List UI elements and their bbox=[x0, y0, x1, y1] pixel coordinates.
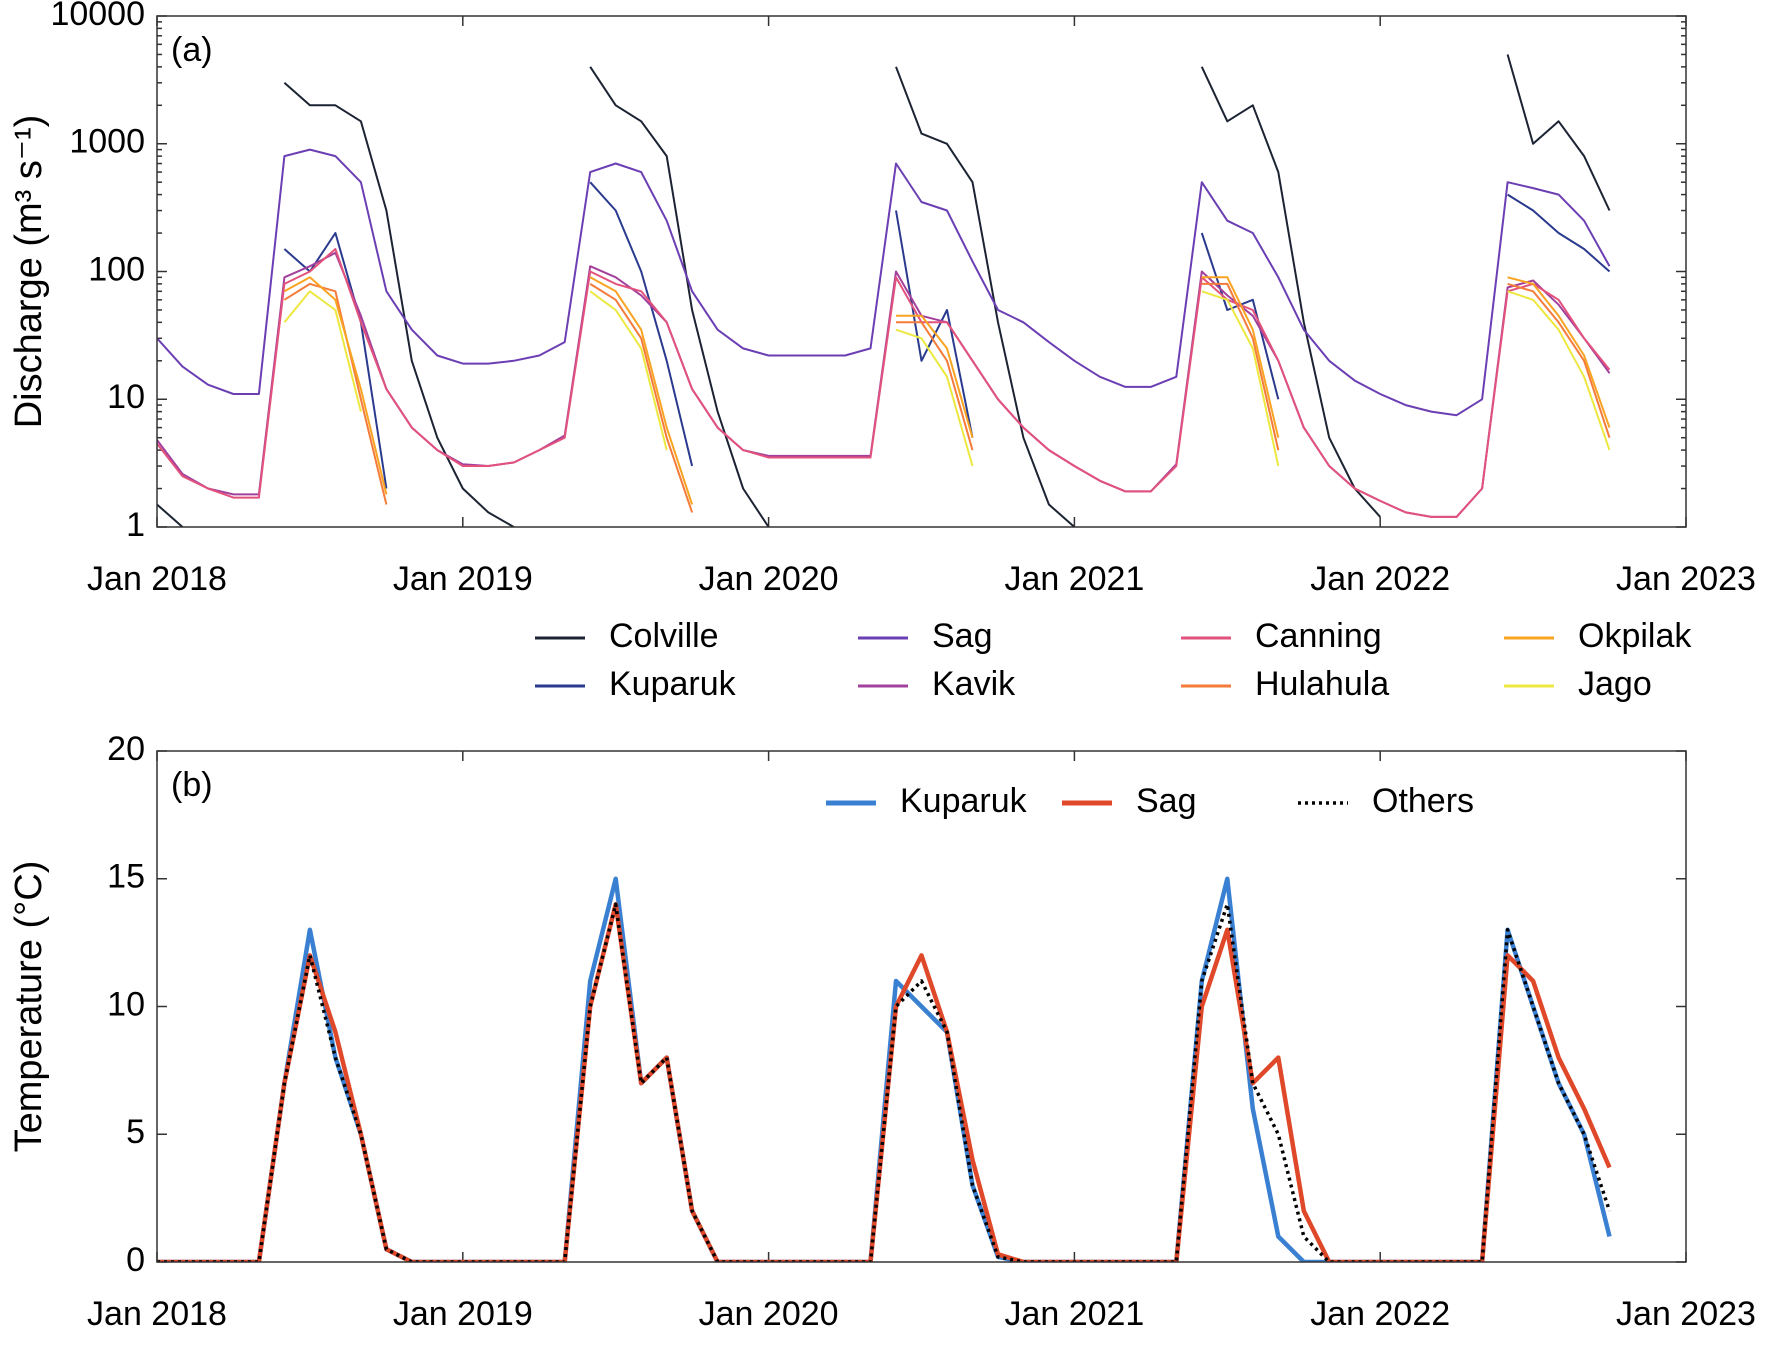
x-tick-label: Jan 2020 bbox=[699, 1295, 839, 1333]
y-tick-label: 5 bbox=[126, 1113, 145, 1151]
data-line bbox=[157, 54, 1611, 527]
panel-label: (a) bbox=[171, 31, 213, 69]
data-line bbox=[157, 148, 1611, 417]
y-tick-label: 1000 bbox=[69, 123, 145, 161]
y-tick-label: 10 bbox=[107, 378, 145, 416]
legend-label: Colville bbox=[609, 617, 719, 655]
y-tick-label: 10000 bbox=[50, 0, 145, 33]
y-tick-label: 15 bbox=[107, 858, 145, 896]
x-tick-label: Jan 2019 bbox=[393, 1295, 533, 1333]
y-tick-label: 20 bbox=[107, 730, 145, 768]
data-line bbox=[283, 181, 1611, 489]
y-tick-label: 0 bbox=[126, 1241, 145, 1279]
x-tick-label: Jan 2023 bbox=[1616, 560, 1756, 598]
data-line bbox=[283, 282, 1611, 513]
x-tick-label: Jan 2020 bbox=[699, 560, 839, 598]
x-tick-label: Jan 2021 bbox=[1004, 560, 1144, 598]
panel-label: (b) bbox=[171, 766, 213, 804]
legend-label: Others bbox=[1372, 782, 1474, 820]
series-group bbox=[157, 876, 1612, 1262]
y-tick-label: 100 bbox=[88, 250, 145, 288]
legend-label: Sag bbox=[1136, 782, 1197, 820]
series-group bbox=[157, 54, 1611, 527]
x-tick-label: Jan 2021 bbox=[1004, 1295, 1144, 1333]
data-line bbox=[283, 290, 1611, 467]
data-line bbox=[283, 276, 1611, 505]
legend-label: Sag bbox=[932, 617, 993, 655]
x-tick-label: Jan 2018 bbox=[87, 1295, 227, 1333]
x-tick-label: Jan 2022 bbox=[1310, 1295, 1450, 1333]
x-tick-label: Jan 2019 bbox=[393, 560, 533, 598]
data-line bbox=[157, 902, 1612, 1262]
legend-label: Canning bbox=[1255, 617, 1382, 655]
x-tick-label: Jan 2023 bbox=[1616, 1295, 1756, 1333]
legend-label: Okpilak bbox=[1578, 617, 1692, 655]
legend-label: Jago bbox=[1578, 665, 1652, 703]
data-line bbox=[157, 248, 1611, 518]
y-axis-label: Discharge (m³ s⁻¹) bbox=[8, 115, 50, 429]
x-tick-label: Jan 2018 bbox=[87, 560, 227, 598]
legend-label: Kavik bbox=[932, 665, 1016, 703]
y-tick-label: 1 bbox=[126, 506, 145, 544]
y-tick-label: 10 bbox=[107, 985, 145, 1023]
plot-frame bbox=[156, 15, 1687, 528]
y-axis-label: Temperature (°C) bbox=[8, 861, 50, 1153]
legend-label: Kuparuk bbox=[900, 782, 1028, 820]
plot-area bbox=[157, 16, 1686, 527]
x-tick-label: Jan 2022 bbox=[1310, 560, 1450, 598]
plot-frame bbox=[156, 750, 1687, 1263]
legend-label: Kuparuk bbox=[609, 665, 737, 703]
legend-label: Hulahula bbox=[1255, 665, 1389, 703]
